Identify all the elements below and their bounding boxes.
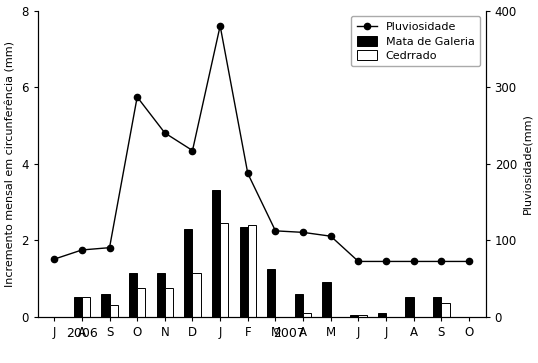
Bar <box>433 297 441 317</box>
Pluviosidade <box>438 259 444 264</box>
Bar <box>220 223 229 317</box>
Pluviosidade <box>355 259 362 264</box>
Bar <box>267 269 275 317</box>
Bar <box>165 288 173 317</box>
Bar <box>350 315 358 317</box>
Pluviosidade <box>107 245 113 250</box>
Pluviosidade <box>328 234 334 238</box>
Bar <box>110 305 118 317</box>
Bar <box>378 314 386 317</box>
Pluviosidade <box>79 248 85 252</box>
Text: 2007: 2007 <box>273 327 305 340</box>
Bar <box>239 227 248 317</box>
Bar <box>82 297 90 317</box>
Pluviosidade <box>410 259 417 264</box>
Bar <box>322 282 331 317</box>
Bar <box>212 190 220 317</box>
Bar <box>295 294 303 317</box>
Pluviosidade <box>383 259 390 264</box>
Bar <box>184 229 193 317</box>
Bar <box>441 303 450 317</box>
Bar <box>101 294 110 317</box>
Bar <box>137 288 145 317</box>
Bar <box>248 225 256 317</box>
Line: Pluviosidade: Pluviosidade <box>51 23 472 265</box>
Y-axis label: Incremento mensal em circunferência (mm): Incremento mensal em circunferência (mm) <box>5 41 16 286</box>
Legend: Pluviosidade, Mata de Galeria, Cedrrado: Pluviosidade, Mata de Galeria, Cedrrado <box>351 16 480 66</box>
Pluviosidade <box>161 131 168 135</box>
Bar <box>303 313 312 317</box>
Bar <box>157 273 165 317</box>
Y-axis label: Pluviosidade(mm): Pluviosidade(mm) <box>522 113 533 214</box>
Bar <box>129 273 137 317</box>
Pluviosidade <box>217 24 223 28</box>
Pluviosidade <box>466 259 472 264</box>
Pluviosidade <box>272 229 279 233</box>
Pluviosidade <box>189 148 196 153</box>
Bar <box>358 315 367 317</box>
Bar <box>193 273 201 317</box>
Bar <box>74 297 82 317</box>
Bar <box>406 297 414 317</box>
Pluviosidade <box>300 230 306 234</box>
Pluviosidade <box>245 171 251 176</box>
Pluviosidade <box>134 95 140 99</box>
Pluviosidade <box>51 257 58 261</box>
Text: 2006: 2006 <box>66 327 98 340</box>
